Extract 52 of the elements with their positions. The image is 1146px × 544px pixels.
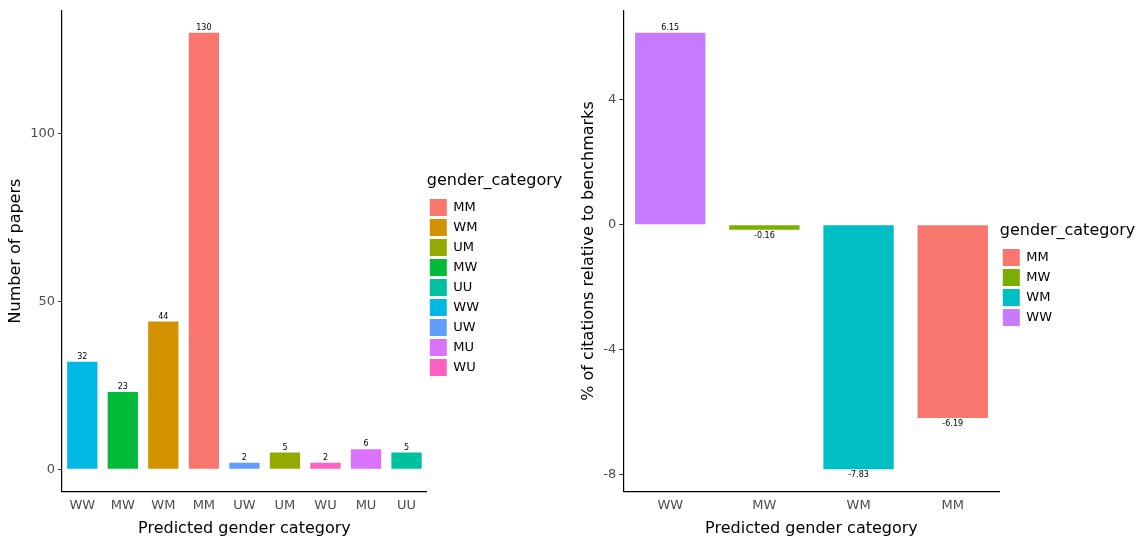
legend-label: MM: [1026, 248, 1049, 264]
legend-title: gender_category: [426, 170, 563, 191]
y-tick-label: 4: [607, 91, 617, 107]
legend-label: WM: [1026, 288, 1051, 304]
data-label: 5: [403, 442, 410, 452]
legend-label: MW: [1026, 268, 1051, 284]
data-label: -0.16: [754, 230, 775, 240]
y-tick-label: 100: [30, 124, 56, 140]
legend-label: MW: [453, 258, 478, 274]
data-label: 23: [117, 382, 128, 392]
legend-label: WU: [453, 358, 476, 374]
x-axis-title: Predicted gender category: [705, 517, 918, 537]
x-tick-label: WW: [657, 497, 684, 513]
y-tick-label: 50: [38, 292, 56, 308]
x-tick-label: MW: [752, 497, 777, 513]
x-tick-label: MM: [941, 497, 964, 513]
y-tick-label: 0: [46, 460, 56, 476]
y-axis-title: % of citations relative to benchmarks: [577, 101, 597, 401]
legend-label: UU: [453, 278, 473, 294]
x-axis-title: Predicted gender category: [138, 517, 351, 537]
legend-label: WW: [1026, 308, 1053, 324]
legend-label: UW: [453, 318, 476, 334]
data-label: 2: [241, 452, 247, 462]
x-tick-label: WM: [846, 497, 871, 513]
data-label: 6: [363, 439, 369, 449]
legend-label: WM: [453, 218, 478, 234]
x-tick-label: WU: [314, 497, 337, 513]
legend-label: MM: [453, 198, 476, 214]
y-tick-label: 0: [607, 216, 617, 232]
x-tick-label: UM: [274, 497, 296, 513]
x-tick-label: UW: [233, 497, 256, 513]
data-label: -7.83: [848, 470, 869, 480]
x-tick-label: WW: [69, 497, 96, 513]
legend-label: MU: [453, 338, 475, 354]
data-label: 44: [158, 311, 169, 321]
data-label: 5: [282, 442, 288, 452]
y-tick-label: -4: [603, 341, 617, 357]
legend-label: UM: [453, 238, 475, 254]
x-tick-label: UU: [397, 497, 417, 513]
data-label: 6.15: [661, 22, 680, 32]
x-tick-label: MM: [192, 497, 216, 513]
data-label: 130: [196, 22, 212, 32]
x-tick-label: WM: [151, 497, 176, 513]
y-axis-title: Number of papers: [4, 178, 24, 324]
y-tick-label: -8: [603, 466, 617, 482]
data-label: -6.19: [942, 419, 964, 429]
legend-title: gender_category: [999, 220, 1136, 241]
data-label: 32: [77, 351, 88, 361]
legend-label: WW: [453, 298, 480, 314]
x-tick-label: MW: [110, 497, 135, 513]
x-tick-label: MU: [355, 497, 377, 513]
data-label: 2: [322, 452, 329, 462]
